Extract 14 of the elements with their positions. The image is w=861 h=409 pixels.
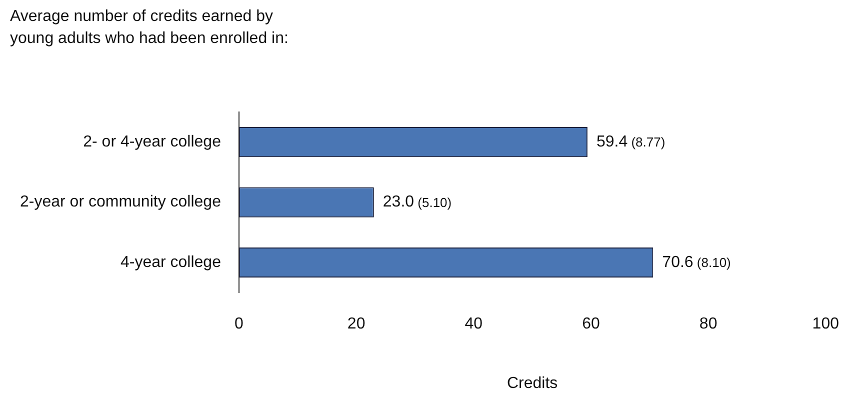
x-tick-label: 20 (347, 316, 366, 333)
y-tick-label: 2- or 4-year college (83, 134, 222, 151)
x-tick-label: 40 (464, 316, 483, 333)
chart-title: Average number of credits earned by young adults who had been enrolled in: (10, 7, 290, 49)
data-label: 59.4 (8.77) (596, 134, 666, 151)
x-tick-label: 0 (234, 316, 244, 333)
data-label: 23.0 (5.10) (382, 194, 452, 211)
x-tick-label: 60 (582, 316, 600, 333)
x-tick-label: 100 (812, 316, 840, 333)
x-tick-label: 80 (699, 316, 718, 333)
y-tick-label: 2-year or community college (20, 194, 222, 211)
data-label: 70.6 (8.10) (662, 254, 731, 271)
y-tick-label: 4-year college (120, 254, 222, 271)
x-axis-title: Credits (506, 374, 558, 392)
